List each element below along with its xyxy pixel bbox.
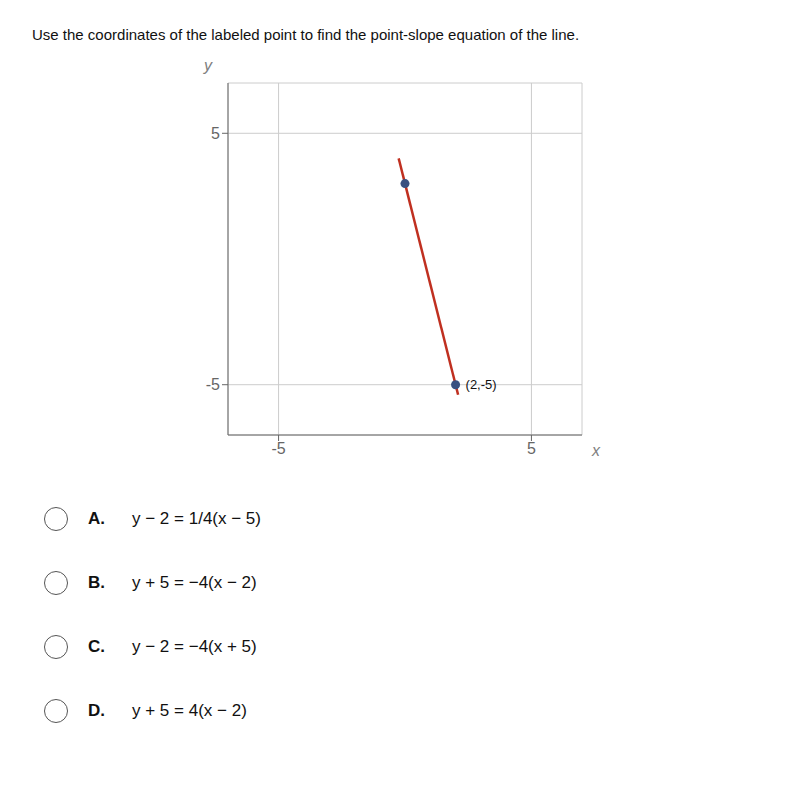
svg-text:y: y xyxy=(203,57,213,74)
svg-text:x: x xyxy=(591,441,601,458)
html-text:Use the coordinates of the lab: Use the coordinates of the labeled point… xyxy=(32,26,579,43)
html-text:A.: A. xyxy=(88,508,105,528)
svg-text:5: 5 xyxy=(211,124,220,141)
svg-text:5: 5 xyxy=(527,440,536,457)
html-text:B.: B. xyxy=(88,572,105,592)
html-text:y + 5 = 4(x − 2): y + 5 = 4(x − 2) xyxy=(132,700,247,720)
html-text:y − 2 = −4(x + 5): y − 2 = −4(x + 5) xyxy=(132,636,257,656)
html-text:C.: C. xyxy=(88,636,105,656)
svg-text:-5: -5 xyxy=(206,376,220,393)
html-text:D.: D. xyxy=(88,700,105,720)
html-text:y + 5 = −4(x − 2): y + 5 = −4(x − 2) xyxy=(132,572,257,592)
html-text:y − 2 = 1/4(x − 5): y − 2 = 1/4(x − 5) xyxy=(132,508,261,528)
svg-text:-5: -5 xyxy=(271,440,285,457)
svg-text:(2,-5): (2,-5) xyxy=(466,377,497,392)
